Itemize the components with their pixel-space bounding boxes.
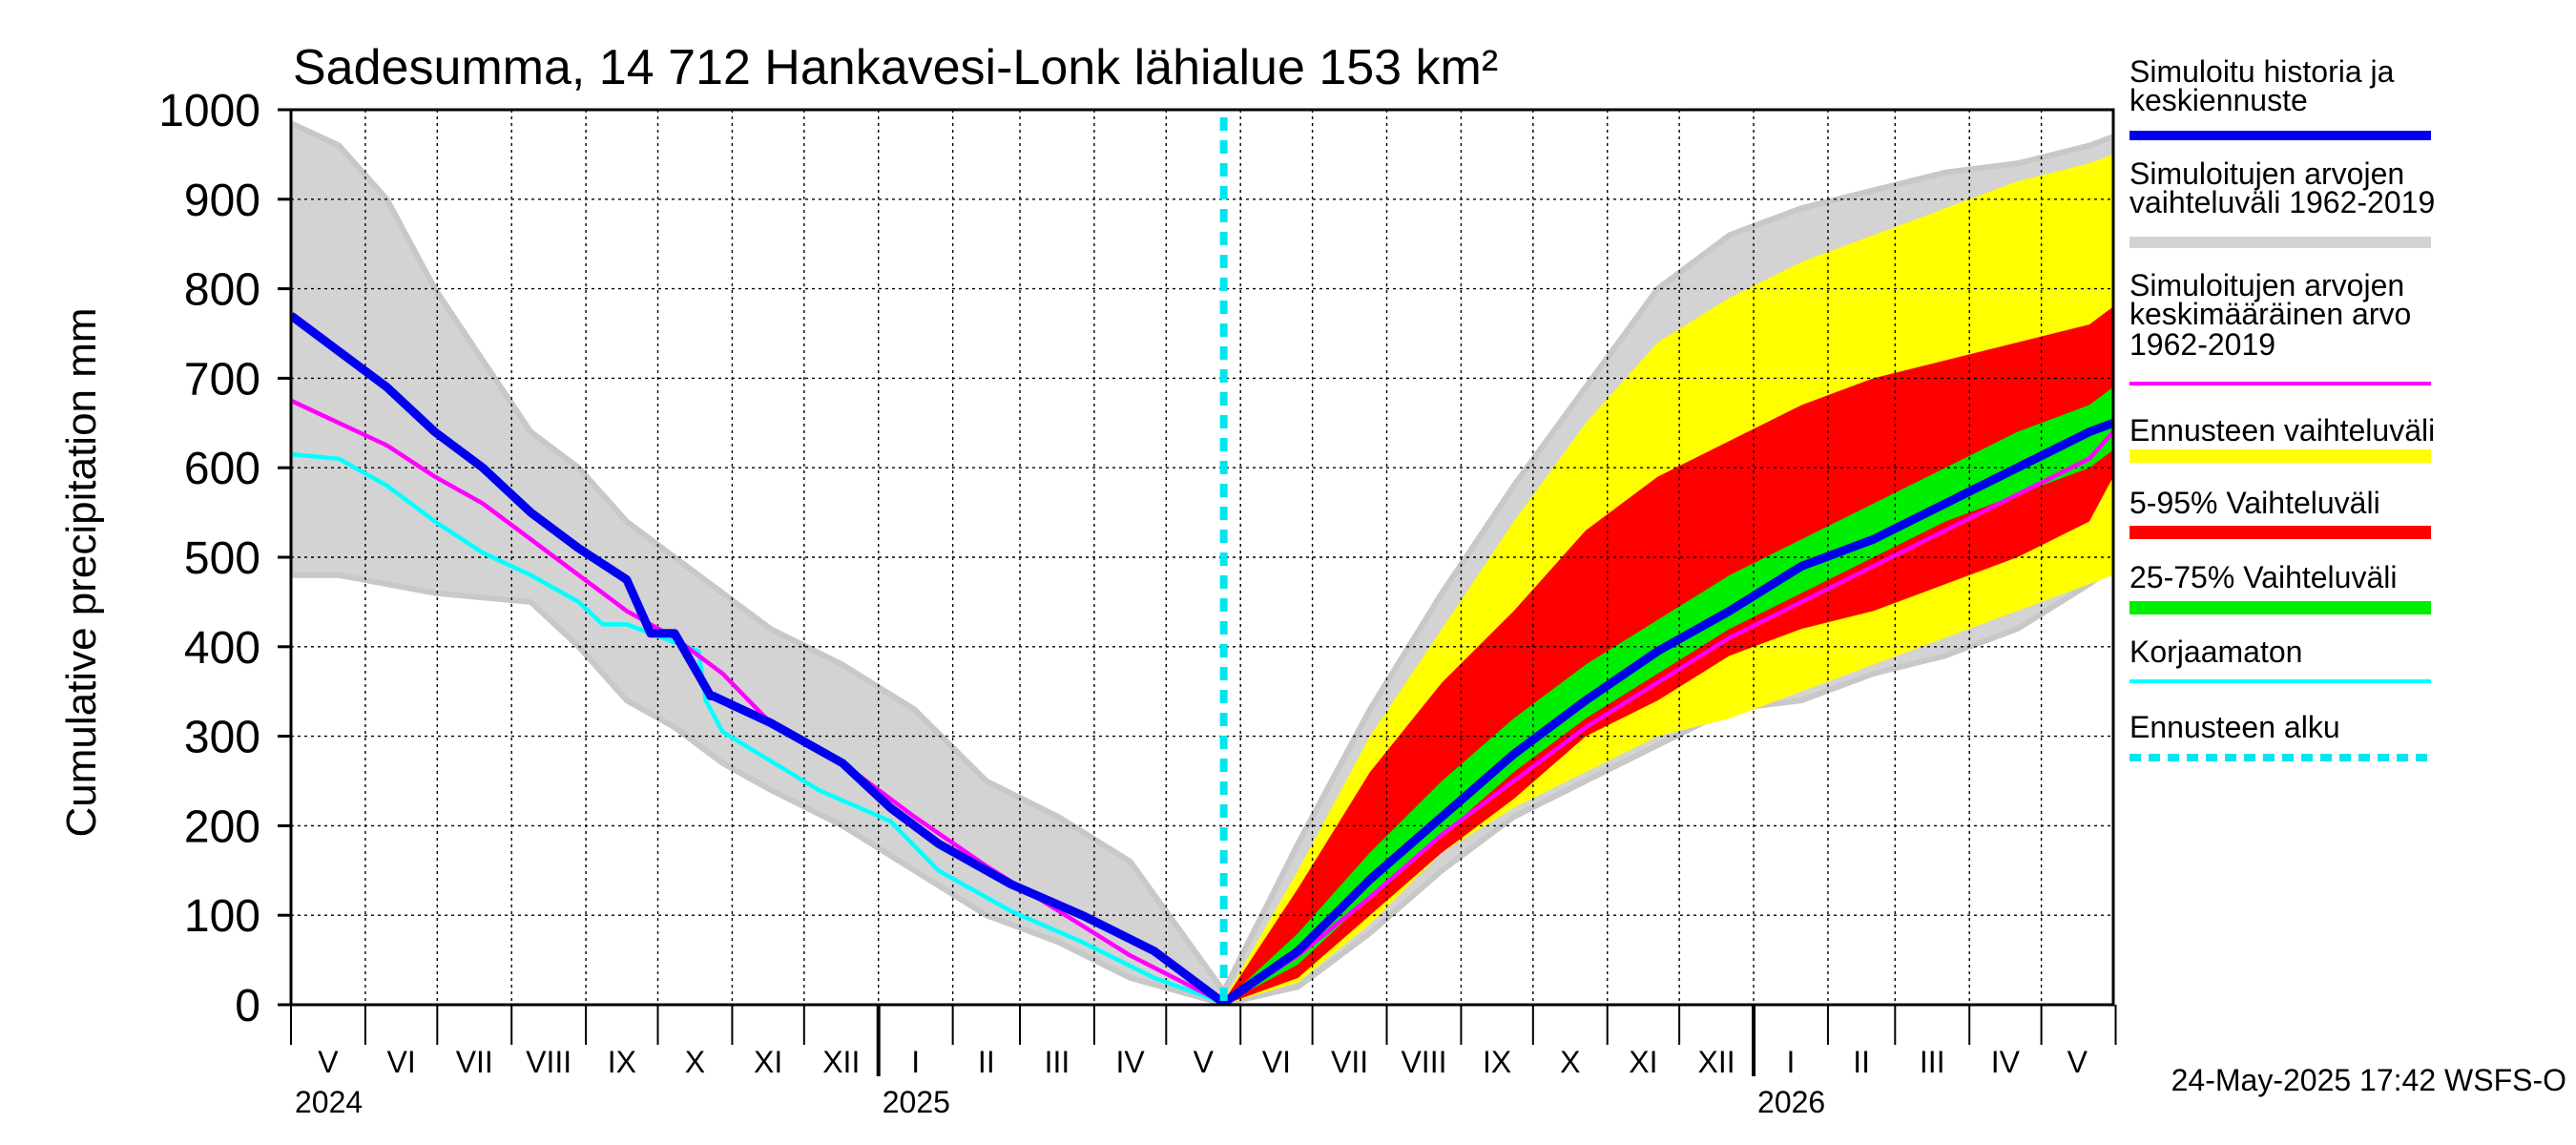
month-label: V [1194, 1045, 1215, 1079]
y-tick-label: 200 [184, 802, 260, 852]
month-label: IX [1483, 1045, 1511, 1079]
month-label: VI [1262, 1045, 1291, 1079]
year-label: 2026 [1757, 1085, 1825, 1119]
y-tick-label: 500 [184, 533, 260, 584]
y-tick-label: 100 [184, 891, 260, 942]
month-label: I [1787, 1045, 1796, 1079]
month-label: V [2067, 1045, 2088, 1079]
month-label: III [1045, 1045, 1070, 1079]
legend-label: keskiennuste [2129, 83, 2308, 117]
year-label: 2024 [295, 1085, 363, 1119]
series-line-2 [291, 398, 2113, 1005]
month-label: VI [386, 1045, 415, 1079]
legend-label: 1962-2019 [2129, 327, 2275, 362]
month-label: VII [1331, 1045, 1368, 1079]
y-tick-label: 800 [184, 265, 260, 316]
timestamp: 24-May-2025 17:42 WSFS-O [2171, 1063, 2566, 1097]
y-tick-label: 0 [235, 981, 260, 1031]
month-label: XII [1698, 1045, 1735, 1079]
month-label: XI [754, 1045, 782, 1079]
month-label: XII [822, 1045, 860, 1079]
month-label: II [1853, 1045, 1870, 1079]
month-label: I [911, 1045, 920, 1079]
month-label: V [318, 1045, 339, 1079]
legend-label: vaihteluväli 1962-2019 [2129, 185, 2435, 219]
month-label: VIII [526, 1045, 571, 1079]
month-label: X [685, 1045, 705, 1079]
lines-layer [291, 117, 2113, 1005]
legend-label: Ennusteen alku [2129, 710, 2340, 744]
y-tick-label: 300 [184, 713, 260, 763]
y-tick-label: 900 [184, 176, 260, 226]
grid-layer [291, 110, 2113, 1005]
month-label: X [1560, 1045, 1580, 1079]
month-label: XI [1629, 1045, 1657, 1079]
legend-label: keskimääräinen arvo [2129, 297, 2411, 331]
legend-label: Simuloitujen arvojen [2129, 156, 2404, 191]
month-label: VIII [1401, 1045, 1446, 1079]
series-line-1 [291, 312, 2113, 1005]
month-label: II [978, 1045, 995, 1079]
legend-label: Simuloitujen arvojen [2129, 268, 2404, 302]
month-label: III [1920, 1045, 1945, 1079]
y-tick-label: 400 [184, 623, 260, 674]
month-label: IV [1115, 1045, 1145, 1079]
chart-title: Sadesumma, 14 712 Hankavesi-Lonk lähialu… [293, 40, 1498, 95]
y-tick-label: 1000 [158, 86, 260, 136]
y-tick-label: 600 [184, 444, 260, 494]
month-label: VII [456, 1045, 493, 1079]
band-4 [1223, 386, 2113, 1005]
month-label: IX [608, 1045, 636, 1079]
month-label: IV [1991, 1045, 2021, 1079]
series-line-3 [291, 451, 1225, 1005]
y-axis-label: Cumulative precipitation mm [58, 307, 105, 837]
legend-label: Ennusteen vaihteluväli [2129, 413, 2435, 448]
legend-label: Korjaamaton [2129, 635, 2302, 669]
legend-label: Simuloitu historia ja [2129, 54, 2395, 89]
year-label: 2025 [883, 1085, 950, 1119]
y-tick-label: 700 [184, 354, 260, 405]
legend-label: 25-75% Vaihteluväli [2129, 560, 2397, 594]
legend-label: 5-95% Vaihteluväli [2129, 486, 2380, 520]
